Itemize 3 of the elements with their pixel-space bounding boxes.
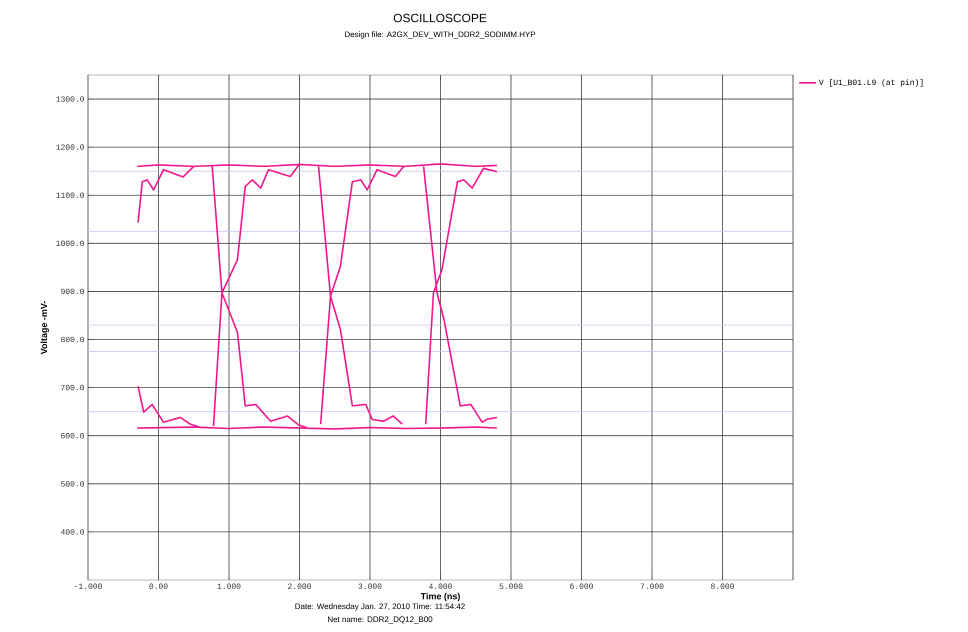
chart-title: OSCILLOSCOPE <box>394 14 486 22</box>
y-axis-title: Voltage -mV- <box>40 301 49 354</box>
x-axis-title: Time (ns) <box>420 592 460 602</box>
